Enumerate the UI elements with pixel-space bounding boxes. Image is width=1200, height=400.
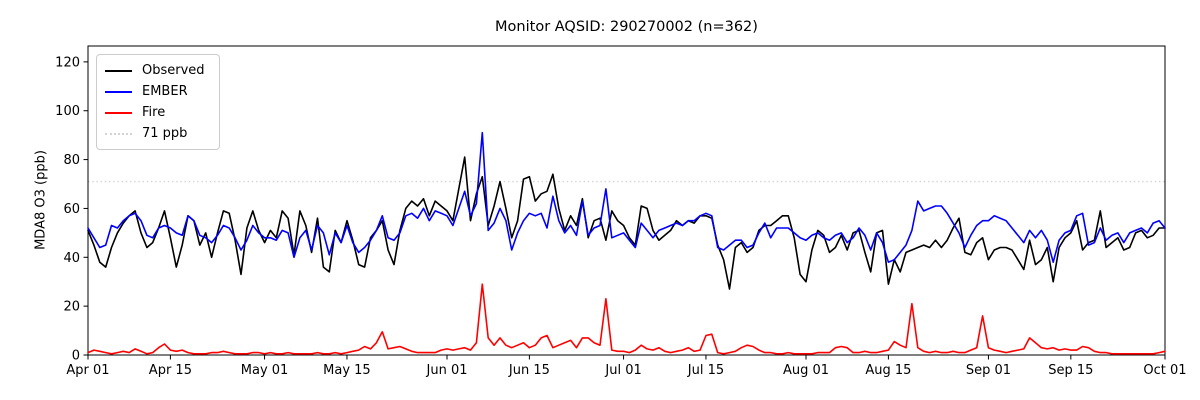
legend-item-71-ppb: 71 ppb — [105, 123, 205, 144]
x-tick-label: Apr 01 — [66, 363, 109, 378]
x-tick-label: Oct 01 — [1143, 363, 1186, 378]
y-tick-label: 60 — [63, 202, 80, 217]
fire-line — [87, 283, 1166, 355]
x-tick-label: Jul 01 — [604, 363, 641, 378]
plot-border — [87, 45, 1166, 356]
x-tick-label: Jun 15 — [508, 363, 550, 378]
legend-label: Fire — [142, 105, 166, 120]
x-tick-label: Sep 01 — [966, 363, 1011, 378]
x-tick-label: Aug 01 — [783, 363, 829, 378]
x-tick-label: May 15 — [323, 363, 371, 378]
x-tick-label: Jun 01 — [426, 363, 468, 378]
chart-title: Monitor AQSID: 290270002 (n=362) — [495, 19, 758, 35]
legend-line-sample — [105, 69, 132, 72]
legend-label: 71 ppb — [142, 126, 188, 141]
legend-label: EMBER — [142, 84, 188, 99]
legend: Observed EMBER Fire 71 ppb — [96, 54, 220, 150]
legend-item-ember: EMBER — [105, 81, 205, 102]
y-tick-label: 120 — [55, 55, 80, 70]
observed-line — [87, 156, 1166, 290]
legend-label: Observed — [142, 63, 205, 78]
x-tick-label: Jul 15 — [687, 363, 724, 378]
legend-item-fire: Fire — [105, 102, 205, 123]
legend-line-sample — [105, 111, 132, 114]
ember-line — [87, 131, 1166, 264]
x-tick-label: Sep 15 — [1048, 363, 1093, 378]
x-tick-label: May 01 — [241, 363, 289, 378]
x-tick-label: Apr 15 — [149, 363, 192, 378]
legend-line-sample — [105, 90, 132, 93]
legend-item-observed: Observed — [105, 60, 205, 81]
y-tick-label: 20 — [63, 300, 80, 315]
y-tick-label: 0 — [72, 349, 80, 364]
y-tick-label: 100 — [55, 104, 80, 119]
legend-line-sample — [105, 132, 132, 135]
x-tick-label: Aug 15 — [865, 363, 911, 378]
y-tick-label: 40 — [63, 251, 80, 266]
y-tick-label: 80 — [63, 153, 80, 168]
